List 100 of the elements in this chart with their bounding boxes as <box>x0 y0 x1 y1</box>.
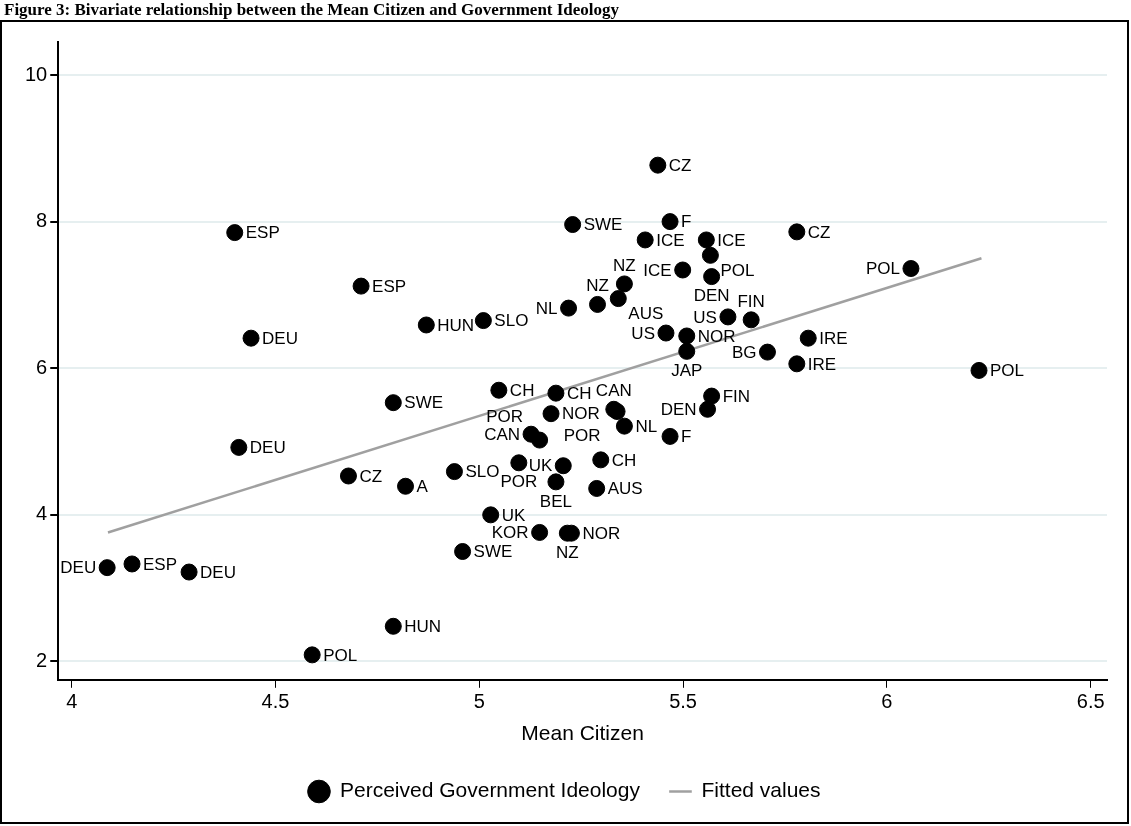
data-label: POR <box>486 406 524 426</box>
data-label: SWE <box>583 215 623 235</box>
point <box>703 387 721 405</box>
x-tick-label: 5.5 <box>669 690 697 713</box>
data-label: SLO <box>494 311 529 331</box>
data-label: DEU <box>262 328 298 348</box>
point <box>510 454 528 472</box>
point <box>230 438 248 456</box>
point <box>636 231 654 249</box>
data-label: UK <box>501 505 526 525</box>
point <box>703 268 721 286</box>
point <box>123 555 141 573</box>
point <box>699 400 717 418</box>
point <box>615 275 633 293</box>
point <box>339 467 357 485</box>
data-label: NOR <box>582 523 621 543</box>
x-tick-label: 4.5 <box>261 690 290 713</box>
x-tick-label: 5 <box>473 690 485 713</box>
data-label: BEL <box>539 491 572 511</box>
data-label: ICE <box>656 230 685 250</box>
data-label: SLO <box>465 462 500 482</box>
data-label: NL <box>635 416 658 436</box>
point <box>788 355 806 373</box>
point <box>226 224 244 242</box>
point <box>788 223 806 241</box>
point <box>454 543 472 561</box>
data-label: NL <box>535 298 558 318</box>
data-label: FIN <box>722 386 751 406</box>
data-label: HUN <box>404 616 442 636</box>
point <box>554 457 572 475</box>
point <box>490 381 508 399</box>
data-label: NZ <box>613 255 636 275</box>
point <box>384 617 402 635</box>
data-label: AUS <box>628 304 664 324</box>
point <box>674 261 692 279</box>
point <box>303 646 321 664</box>
data-label: FIN <box>737 291 765 311</box>
point <box>98 559 116 577</box>
data-label: CZ <box>807 222 831 242</box>
data-label: F <box>681 212 692 232</box>
data-label: DEN <box>693 286 730 306</box>
x-tick-label: 6.5 <box>1076 690 1105 713</box>
x-axis-title: Mean Citizen <box>521 721 644 745</box>
point <box>678 342 696 360</box>
data-label: AUS <box>607 479 643 499</box>
point <box>384 394 402 412</box>
data-label: DEU <box>249 438 286 458</box>
data-label: US <box>631 323 655 343</box>
data-label: ESP <box>372 276 407 296</box>
data-label: NZ <box>556 542 579 562</box>
data-label: CH <box>566 383 592 403</box>
data-label: POL <box>990 361 1025 381</box>
point <box>649 156 667 174</box>
data-label: CH <box>611 450 637 470</box>
point <box>445 463 463 481</box>
data-label: ICE <box>717 230 746 250</box>
point <box>661 427 679 445</box>
data-label: CH <box>509 380 535 400</box>
point <box>719 308 737 326</box>
point <box>242 329 260 347</box>
x-tick-label: 6 <box>881 690 893 713</box>
data-label: IRE <box>807 354 837 374</box>
data-label: CZ <box>668 155 692 175</box>
data-label: KOR <box>491 523 529 543</box>
data-label: CAN <box>595 380 632 400</box>
point <box>661 213 679 231</box>
data-label: IRE <box>819 328 848 348</box>
data-label: POL <box>720 261 755 281</box>
point <box>657 324 675 342</box>
point <box>547 473 565 491</box>
data-label: ESP <box>143 554 178 574</box>
legend-label: Fitted values <box>701 778 821 802</box>
data-label: POL <box>323 645 358 665</box>
point <box>758 343 776 361</box>
legend-label: Perceived Government Ideology <box>339 778 641 802</box>
point <box>474 312 492 330</box>
point <box>742 311 760 329</box>
point <box>560 299 578 317</box>
data-label: ICE <box>643 260 672 280</box>
point <box>564 216 582 234</box>
data-label: DEU <box>200 562 236 582</box>
point <box>531 523 549 541</box>
data-label: SWE <box>473 542 513 562</box>
y-tick-label: 8 <box>36 209 48 232</box>
point <box>615 417 633 435</box>
y-tick-label: 2 <box>36 648 48 671</box>
data-label: ESP <box>245 223 280 243</box>
point <box>589 295 606 313</box>
x-tick-label: 4 <box>66 690 78 713</box>
data-label: NOR <box>562 404 600 424</box>
point <box>609 290 627 308</box>
chart-title: Figure 3: Bivariate relationship between the Mean Citizen and Government Ideology <box>3 0 621 20</box>
data-label: US <box>693 307 717 327</box>
data-label: A <box>416 476 429 496</box>
point <box>531 431 549 449</box>
point <box>701 246 719 264</box>
data-label: CAN <box>484 424 521 444</box>
data-label: DEN <box>660 399 697 419</box>
point <box>970 361 988 379</box>
point <box>352 277 370 295</box>
